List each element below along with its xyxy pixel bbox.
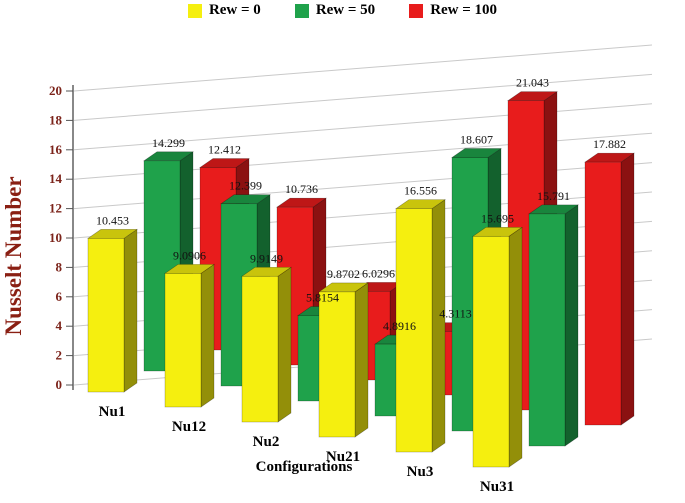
- y-tick-label: 14: [49, 171, 63, 186]
- value-label: 5.8154: [306, 291, 339, 305]
- bar-front-face: [87, 238, 125, 393]
- bar-front-face: [241, 275, 279, 423]
- y-tick-label: 6: [56, 289, 63, 304]
- category-label: Nu12: [172, 419, 206, 435]
- bar-side-face: [200, 263, 215, 408]
- value-label: 10.736: [285, 182, 318, 196]
- y-tick-label: 12: [49, 201, 62, 216]
- bar-side-face: [277, 266, 292, 423]
- value-label: 6.0296: [362, 266, 395, 280]
- y-tick-label: 0: [56, 377, 63, 392]
- y-tick-label: 20: [49, 83, 62, 98]
- value-label: 16.556: [404, 184, 437, 198]
- category-label: Nu21: [326, 449, 360, 465]
- y-tick-label: 16: [49, 142, 63, 157]
- bar-side-face: [508, 226, 523, 468]
- legend-swatch-red: [409, 3, 424, 18]
- value-label: 10.453: [96, 213, 129, 227]
- legend-item-rew-100: Rew = 100: [409, 2, 497, 19]
- y-tick-label: 10: [49, 230, 62, 245]
- value-label: 9.0906: [173, 248, 206, 262]
- value-label: 17.882: [593, 137, 626, 151]
- legend-label-rew-0: Rew = 0: [208, 2, 261, 18]
- legend-swatch-green: [294, 3, 309, 18]
- value-label: 18.607: [460, 132, 493, 146]
- value-label: 4.3113: [439, 307, 472, 321]
- bar-front-face: [528, 213, 566, 447]
- category-label: Nu3: [407, 464, 434, 480]
- bar-front-face: [472, 235, 510, 468]
- bar-side-face: [431, 199, 446, 453]
- legend-label-rew-50: Rew = 50: [315, 2, 376, 18]
- bar-front-face: [164, 273, 202, 408]
- bar-side-face: [620, 152, 635, 426]
- bar-side-face: [354, 282, 369, 438]
- bar-front-face: [395, 208, 433, 453]
- category-label: Nu1: [99, 404, 126, 420]
- value-label: 4.8916: [383, 319, 416, 333]
- legend-item-rew-0: Rew = 0: [187, 2, 261, 19]
- value-label: 12.399: [229, 179, 262, 193]
- bar-side-face: [123, 228, 138, 393]
- legend-item-rew-50: Rew = 50: [294, 2, 376, 19]
- bar-front-face: [584, 161, 622, 426]
- category-label: Nu2: [253, 434, 280, 450]
- bar-front-face: [318, 291, 356, 438]
- y-axis-title: Nusselt Number: [1, 176, 26, 336]
- x-axis-title: Configurations: [255, 459, 353, 475]
- legend-label-rew-100: Rew = 100: [430, 2, 498, 18]
- y-tick-label: 18: [49, 112, 63, 127]
- gridline: [73, 73, 653, 121]
- y-tick-label: 2: [56, 348, 63, 363]
- value-label: 9.8702: [327, 267, 360, 281]
- y-tick-label: 8: [56, 259, 63, 274]
- value-label: 9.9149: [250, 251, 283, 265]
- value-label: 15.695: [481, 211, 514, 225]
- legend-swatch-yellow: [187, 3, 202, 18]
- value-label: 15.791: [537, 189, 570, 203]
- category-label: Nu31: [480, 479, 514, 495]
- chart-legend: Rew = 0 Rew = 50 Rew = 100: [0, 2, 685, 19]
- value-label: 12.412: [208, 143, 241, 157]
- gridline: [73, 44, 653, 92]
- y-tick-label: 4: [56, 318, 63, 333]
- value-label: 21.043: [516, 76, 549, 90]
- bar-side-face: [564, 204, 579, 447]
- value-label: 14.299: [152, 136, 185, 150]
